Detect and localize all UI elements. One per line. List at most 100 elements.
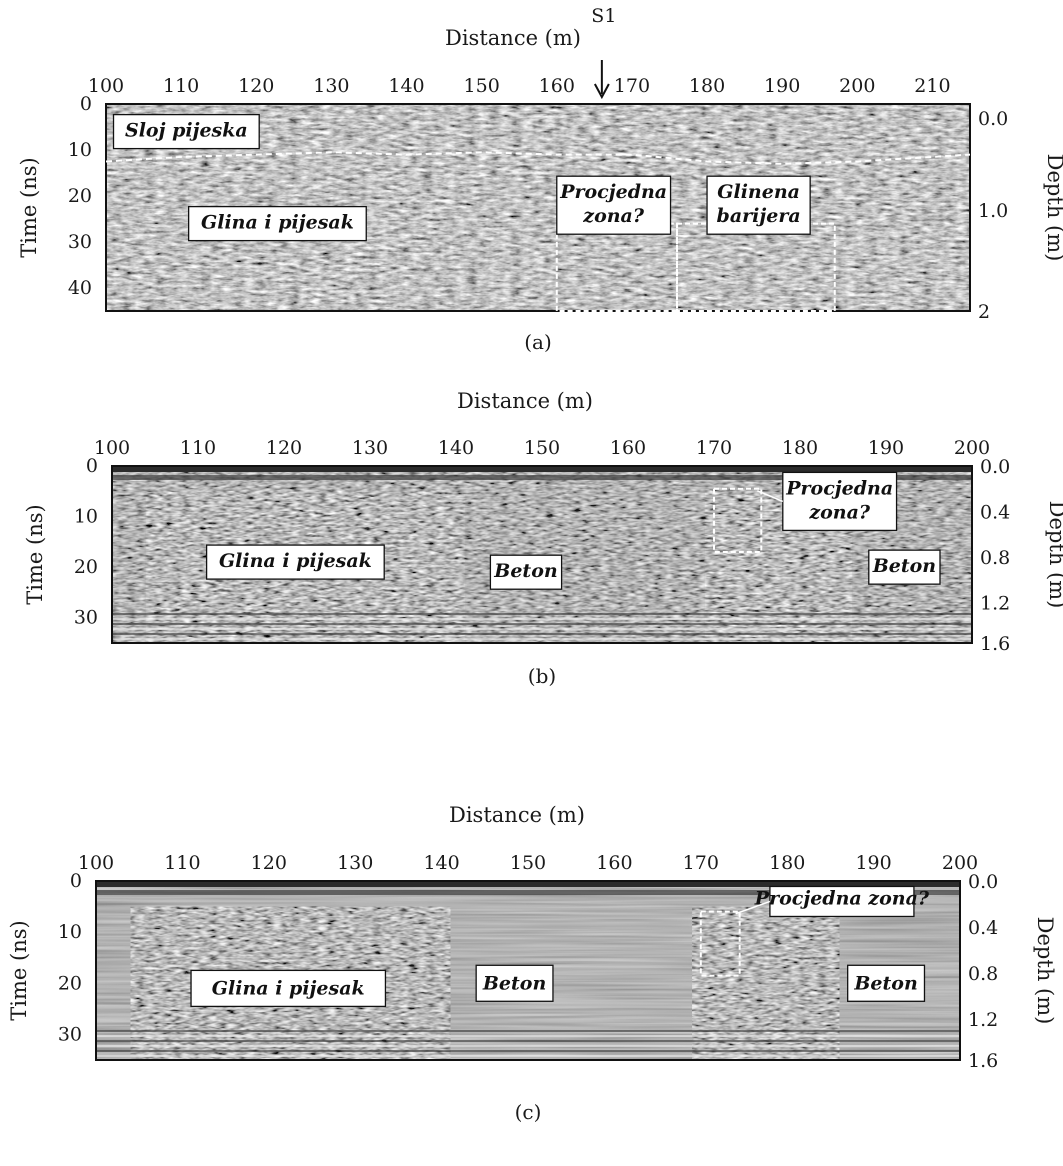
depth-tick-label: 1.6 [980, 633, 1010, 655]
basal-band [112, 638, 972, 640]
annotation-label: Glinena barijera [717, 181, 801, 227]
x-tick-label: 200 [839, 75, 875, 97]
x-tick-label: 110 [163, 75, 199, 97]
y-axis-label-left: Time (ns) [17, 157, 41, 257]
basal-band [112, 618, 972, 620]
zone-box [675, 222, 836, 313]
depth-tick-label: 0.8 [968, 963, 998, 985]
y-tick-label: 40 [68, 277, 92, 299]
annotation-box [112, 113, 260, 150]
annotation-label: Procjedna zona? [559, 181, 667, 227]
y-axis-label-left: Time (ns) [7, 920, 31, 1020]
annotation-box [847, 964, 926, 1002]
y-axis-label-right: Depth (m) [1043, 154, 1063, 262]
plot-frame [105, 103, 971, 312]
annotation-label: Procjedna zona? [754, 887, 930, 909]
x-tick-label: 130 [352, 437, 388, 459]
annotation-label: Beton [493, 560, 557, 582]
panel-caption: (c) [515, 1100, 542, 1124]
annotation-label: Beton [872, 555, 936, 577]
x-tick-label: 190 [855, 852, 891, 874]
y-tick-label: 30 [74, 607, 98, 629]
panel-caption: (b) [528, 664, 556, 688]
x-tick-label: 180 [769, 852, 805, 874]
x-tick-label: 140 [438, 437, 474, 459]
basal-band [112, 623, 972, 625]
annotation-box [489, 554, 563, 590]
x-tick-label: 180 [782, 437, 818, 459]
panel-caption: (a) [524, 330, 552, 354]
basal-band [96, 1040, 960, 1042]
annotation-label: Glina i pijesak [219, 550, 372, 572]
x-tick-label: 160 [539, 75, 575, 97]
depth-tick-label: 0.0 [978, 108, 1008, 130]
x-tick-label: 100 [88, 75, 124, 97]
annotation-label: Procjedna zona? [785, 477, 893, 523]
marker-label: S1 [591, 5, 616, 27]
annotation-box [868, 549, 941, 585]
y-tick-label: 20 [68, 185, 92, 207]
radargram-panel-2: Distance (m)100 110 120 130 140 150 160 170 180 1… [23, 389, 1063, 688]
surface-band [112, 466, 972, 472]
depth-tick-label: 0.4 [980, 502, 1010, 524]
annotation-leader [735, 900, 771, 915]
plot-frame [111, 465, 973, 644]
x-tick-label: 170 [683, 852, 719, 874]
basal-band [96, 1045, 960, 1047]
basal-band [96, 1055, 960, 1057]
x-tick-label: 100 [94, 437, 130, 459]
zone-box [699, 910, 741, 977]
x-tick-label: 120 [251, 852, 287, 874]
y-tick-label: 30 [58, 1023, 82, 1045]
radargram-panel-1: Distance (m)100 110 120 130 140 150 160 170 180 1… [17, 5, 1063, 354]
y-tick-label: 30 [68, 231, 92, 253]
basal-band [112, 628, 972, 630]
annotation-label: Beton [482, 972, 546, 994]
annotation-box [205, 544, 385, 580]
y-tick-label: 0 [86, 455, 98, 477]
annotation-label: Beton [853, 972, 917, 994]
x-tick-label: 130 [337, 852, 373, 874]
x-tick-label: 170 [696, 437, 732, 459]
surface-band [96, 881, 960, 887]
x-tick-label: 140 [423, 852, 459, 874]
x-tick-label: 150 [524, 437, 560, 459]
annotation-leader [757, 490, 784, 503]
depth-tick-label: 0.0 [980, 456, 1010, 478]
y-tick-label: 0 [70, 870, 82, 892]
x-tick-label: 190 [764, 75, 800, 97]
x-tick-label: 120 [238, 75, 274, 97]
depth-tick-label: 2 [978, 301, 990, 323]
x-tick-label: 130 [313, 75, 349, 97]
surface-band [96, 890, 960, 895]
annotation-label: Glina i pijesak [201, 212, 354, 234]
annotation-box [706, 175, 811, 235]
y-tick-label: 20 [74, 556, 98, 578]
annotation-box [556, 175, 672, 235]
x-tick-label: 200 [954, 437, 990, 459]
depth-tick-label: 1.6 [968, 1050, 998, 1072]
basal-band [96, 1050, 960, 1052]
depth-tick-label: 1.2 [980, 593, 1010, 615]
y-tick-label: 0 [80, 93, 92, 115]
y-axis-label-right: Depth (m) [1045, 501, 1063, 609]
plot-frame [95, 880, 961, 1061]
annotation-box [190, 969, 387, 1008]
annotation-label: Sloj pijeska [125, 120, 248, 142]
x-tick-label: 150 [510, 852, 546, 874]
x-tick-label: 190 [868, 437, 904, 459]
basal-band [112, 633, 972, 635]
y-tick-label: 10 [74, 506, 98, 528]
x-tick-label: 160 [610, 437, 646, 459]
x-axis-label: Distance (m) [445, 26, 581, 50]
radargram-panel-3: Distance (m)100 110 120 130 140 150 160 170 180 1… [7, 803, 1057, 1124]
annotation-box [769, 885, 915, 918]
depth-tick-label: 1.2 [968, 1009, 998, 1031]
basal-band [96, 1035, 960, 1037]
x-tick-label: 120 [266, 437, 302, 459]
depth-tick-label: 0.0 [968, 871, 998, 893]
y-tick-label: 10 [68, 139, 92, 161]
reflection-region [692, 906, 840, 1060]
depth-tick-label: 0.4 [968, 917, 998, 939]
